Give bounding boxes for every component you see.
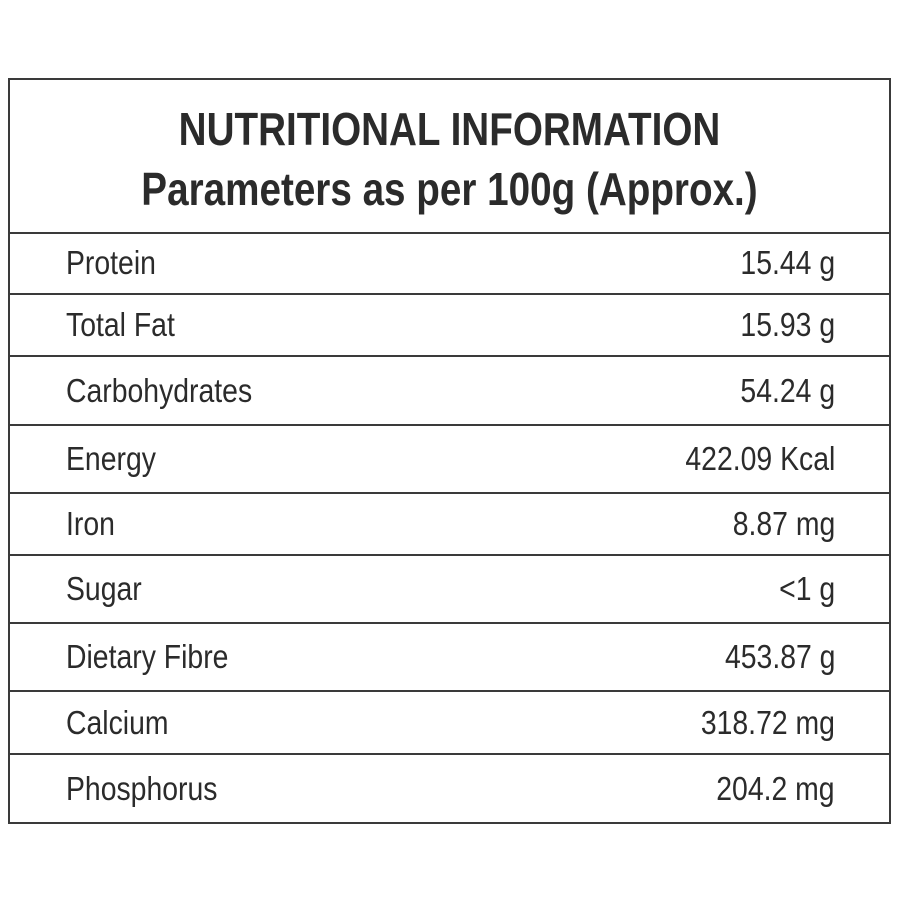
row-label: Carbohydrates [66, 371, 253, 409]
row-value: 8.87 mg [732, 505, 835, 542]
row-value: 318.72 mg [700, 703, 835, 741]
table-title: NUTRITIONAL INFORMATION [178, 103, 721, 155]
row-label: Dietary Fibre [66, 638, 229, 675]
row-value: 15.44 g [740, 244, 835, 281]
row-value: <1 g [778, 570, 835, 607]
row-label: Energy [66, 440, 156, 477]
row-label: Calcium [66, 703, 169, 741]
table-row: Calcium 318.72 mg [10, 692, 889, 755]
table-row: Dietary Fibre 453.87 g [10, 624, 889, 692]
row-label: Phosphorus [66, 769, 218, 807]
row-value: 54.24 g [740, 371, 835, 409]
row-label: Total Fat [66, 306, 175, 343]
table-header: NUTRITIONAL INFORMATION Parameters as pe… [10, 80, 889, 234]
table-row: Iron 8.87 mg [10, 494, 889, 556]
row-value: 422.09 Kcal [685, 440, 835, 477]
table-row: Energy 422.09 Kcal [10, 426, 889, 494]
table-row: Phosphorus 204.2 mg [10, 755, 889, 822]
row-label: Sugar [66, 570, 142, 607]
row-value: 453.87 g [724, 638, 835, 675]
table-row: Sugar <1 g [10, 556, 889, 624]
table-row: Total Fat 15.93 g [10, 295, 889, 357]
row-label: Iron [66, 505, 115, 542]
table-subtitle: Parameters as per 100g (Approx.) [141, 163, 758, 215]
row-value: 204.2 mg [716, 769, 835, 807]
row-label: Protein [66, 244, 156, 281]
nutrition-table: NUTRITIONAL INFORMATION Parameters as pe… [8, 78, 891, 824]
row-value: 15.93 g [740, 306, 835, 343]
table-row: Carbohydrates 54.24 g [10, 357, 889, 426]
table-row: Protein 15.44 g [10, 233, 889, 295]
